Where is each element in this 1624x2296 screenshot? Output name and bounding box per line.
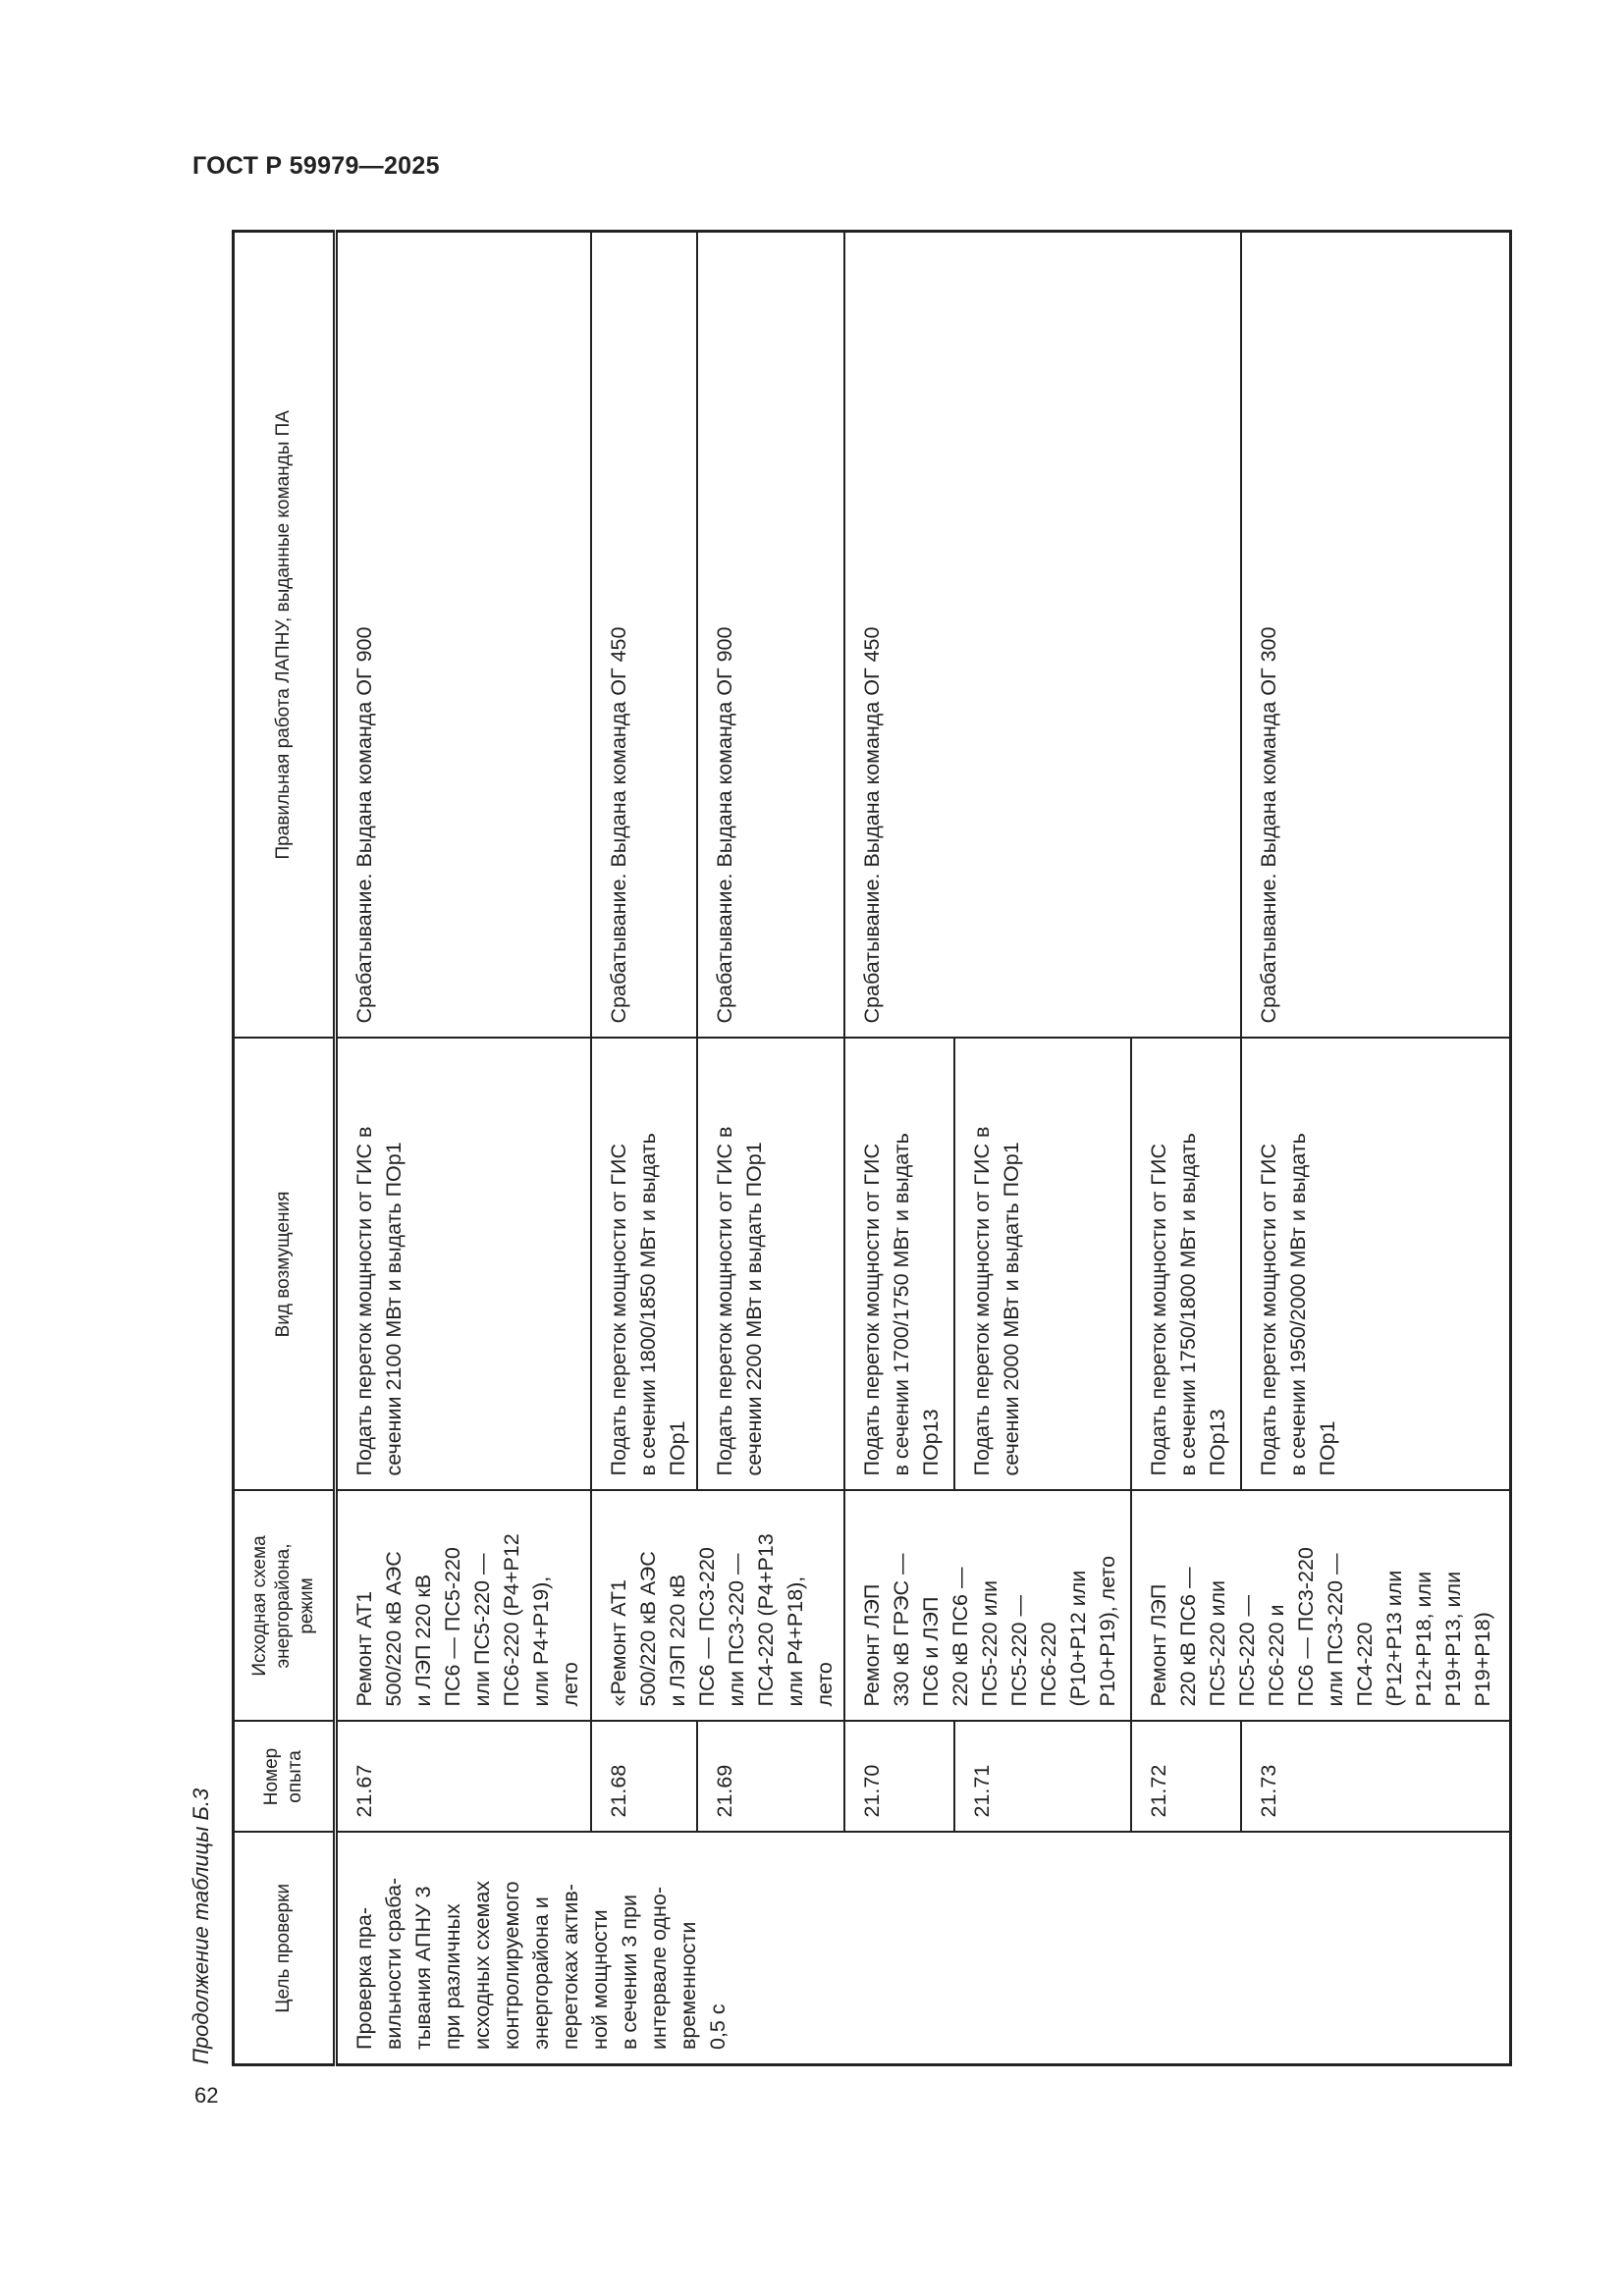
scheme-cell: «Ремонт АТ1 500/220 кВ АЭС и ЛЭП 220 кВ … [590, 1490, 844, 1722]
header-row: Цель проверки Номер опыта Исходная схема… [233, 231, 336, 2065]
result-cell: Срабатывание. Выдана команда ОГ 900 [696, 231, 844, 1039]
document-standard-id: ГОСТ Р 59979—2025 [192, 152, 440, 180]
table-row: 21.68 «Ремонт АТ1 500/220 кВ АЭС и ЛЭП 2… [590, 231, 844, 2065]
header-number: Номер опыта [233, 1721, 336, 1833]
number-cell: 21.72 [1130, 1721, 1241, 1833]
table-row: 21.70 Ремонт ЛЭП 330 кВ ГРЭС — ПС6 и ЛЭП… [843, 231, 1241, 2065]
disturbance-cell: Подать переток мощности от ГИС в сечении… [953, 1038, 1131, 1491]
disturbance-cell: Подать переток мощности от ГИС в сечении… [335, 1038, 591, 1491]
disturbance-cell: Подать переток мощности от ГИС в сечении… [590, 1038, 697, 1491]
table-row: Проверка пра- вильности сраба- тывания А… [335, 231, 1511, 2065]
number-cell: 21.67 [335, 1721, 591, 1833]
header-result: Правильная работа ЛАПНУ, выданные команд… [233, 231, 336, 1039]
result-cell: Срабатывание. Выдана команда ОГ 300 [1240, 231, 1511, 1039]
rotated-table-block: Продолжение таблицы Б.3 Цель проверки Но… [188, 230, 1512, 2066]
table-row: 21.69 Подать переток мощности от ГИС в с… [696, 231, 844, 2065]
disturbance-cell: Подать переток мощности от ГИС в сечении… [696, 1038, 844, 1491]
purpose-cell: Проверка пра- вильности сраба- тывания А… [335, 1832, 1511, 2065]
table-caption: Продолжение таблицы Б.3 [189, 1788, 213, 2064]
disturbance-cell: Подать переток мощности от ГИС в сечении… [1240, 1038, 1511, 1491]
test-table: Цель проверки Номер опыта Исходная схема… [232, 230, 1512, 2066]
scheme-cell: Ремонт ЛЭП 330 кВ ГРЭС — ПС6 и ЛЭП 220 к… [843, 1490, 1131, 1722]
number-cell: 21.69 [696, 1721, 844, 1833]
number-cell: 21.71 [953, 1721, 1131, 1833]
page-number: 62 [194, 2083, 219, 2108]
number-cell: 21.70 [843, 1721, 954, 1833]
scheme-cell: Ремонт ЛЭП 220 кВ ПС6 — ПС5-220 или ПС5-… [1130, 1490, 1511, 1722]
table-row: 21.73 Подать переток мощности от ГИС в с… [1240, 231, 1511, 2065]
header-disturbance: Вид возмущения [233, 1038, 336, 1491]
result-cell: Срабатывание. Выдана команда ОГ 450 [590, 231, 697, 1039]
header-purpose: Цель проверки [233, 1832, 336, 2065]
number-cell: 21.68 [590, 1721, 697, 1833]
disturbance-cell: Подать переток мощности от ГИС в сечении… [843, 1038, 954, 1491]
disturbance-cell: Подать переток мощности от ГИС в сечении… [1130, 1038, 1241, 1491]
header-scheme: Исходная схема энергорайона, режим [233, 1490, 336, 1722]
scheme-cell: Ремонт АТ1 500/220 кВ АЭС и ЛЭП 220 кВ П… [335, 1490, 591, 1722]
result-cell: Срабатывание. Выдана команда ОГ 450 [843, 231, 1241, 1039]
number-cell: 21.73 [1240, 1721, 1511, 1833]
result-cell: Срабатывание. Выдана команда ОГ 900 [335, 231, 591, 1039]
